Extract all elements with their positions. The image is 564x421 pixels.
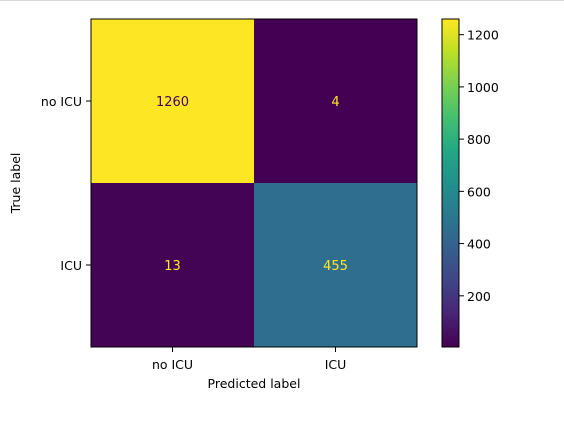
y-tick-label: no ICU	[41, 94, 82, 109]
cell-value-label: 1260	[156, 95, 189, 110]
colorbar-tick-label: 600	[467, 184, 491, 199]
cell-value-label: 13	[164, 259, 181, 274]
y-axis-title: True label	[8, 153, 23, 215]
matrix-frame	[90, 18, 418, 348]
colorbar-tick-label: 200	[467, 289, 491, 304]
cell-value-label: 455	[323, 259, 348, 274]
x-axis-title: Predicted label	[208, 376, 301, 391]
heatmap-cell	[91, 19, 254, 183]
colorbar-tick-label: 400	[467, 237, 491, 252]
colorbar-tick-label: 1200	[467, 28, 499, 43]
y-axis-ticks: no ICU ICU	[41, 94, 91, 273]
heatmap-cell	[254, 183, 417, 347]
colorbar-tick-label: 800	[467, 132, 491, 147]
colorbar-frame	[441, 18, 460, 348]
colorbar-tick-label: 1000	[467, 80, 499, 95]
heatmap-cell	[254, 19, 417, 183]
y-tick-label: ICU	[60, 258, 82, 273]
x-tick-label: ICU	[325, 357, 347, 372]
page-top-rule	[0, 0, 564, 1]
heatmap-cell	[91, 183, 254, 347]
cell-value-label: 4	[331, 95, 339, 110]
x-tick-label: no ICU	[152, 357, 193, 372]
colorbar	[442, 19, 459, 347]
colorbar-ticks: 200 400 600 800 1000 1200	[459, 28, 499, 304]
x-axis-ticks: no ICU ICU	[152, 347, 346, 372]
heatmap-cells: 1260 4 13 455	[91, 19, 417, 347]
